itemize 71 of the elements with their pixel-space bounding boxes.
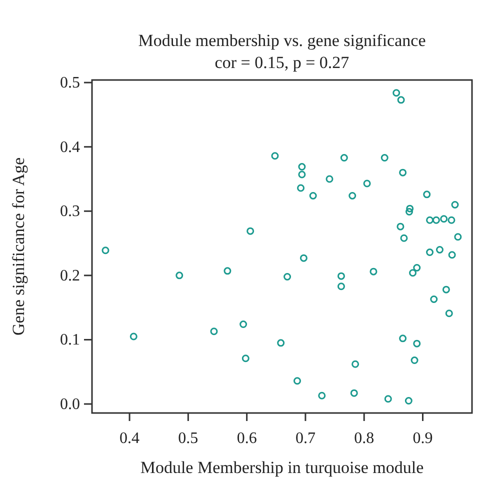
y-tick-label: 0.0	[60, 396, 80, 413]
point	[384, 395, 392, 403]
x-tick-label: 0.8	[354, 430, 374, 447]
y-tick-label: 0.4	[60, 138, 80, 156]
point	[224, 267, 232, 275]
x-tick-label: 0.6	[236, 430, 257, 447]
point	[399, 334, 407, 342]
point	[176, 272, 184, 280]
point	[399, 168, 407, 176]
x-axis-title: Module Membership in turquoise module	[140, 458, 424, 477]
point	[442, 286, 450, 294]
point	[413, 264, 421, 272]
point	[246, 227, 254, 235]
point	[271, 152, 279, 160]
chart-title: Module membership vs. gene significance	[138, 31, 426, 50]
point	[454, 233, 462, 241]
point	[352, 360, 360, 368]
point	[430, 295, 438, 303]
x-tick-label: 0.7	[295, 430, 316, 447]
point	[210, 328, 218, 336]
point	[392, 89, 400, 97]
point	[284, 272, 292, 280]
point	[406, 204, 414, 212]
point	[298, 163, 306, 171]
chart-subtitle: cor = 0.15, p = 0.27	[214, 53, 350, 72]
point	[293, 377, 301, 385]
y-tick-label: 0.2	[60, 267, 80, 284]
point	[102, 246, 110, 254]
point	[440, 215, 448, 223]
point	[400, 234, 408, 242]
point	[445, 310, 453, 318]
y-tick-label: 0.1	[60, 332, 80, 349]
point	[130, 332, 138, 340]
point	[423, 190, 431, 198]
point	[340, 154, 348, 162]
point	[426, 248, 434, 256]
point	[396, 222, 404, 230]
point	[426, 216, 434, 224]
point	[448, 251, 456, 259]
point	[436, 246, 444, 254]
point	[363, 180, 371, 188]
point	[297, 184, 305, 192]
y-tick-label: 0.5	[60, 74, 80, 92]
point	[409, 269, 417, 277]
point	[410, 356, 418, 364]
point	[242, 354, 250, 362]
x-tick-label: 0.9	[412, 430, 433, 447]
point	[318, 392, 326, 400]
point	[309, 192, 317, 200]
x-tick-label: 0.5	[178, 430, 198, 447]
point	[406, 208, 414, 216]
y-axis-title: Gene significance for Age	[9, 158, 28, 336]
x-tick-label: 0.4	[120, 430, 140, 447]
point	[413, 340, 421, 348]
point	[240, 320, 248, 328]
point	[277, 339, 285, 347]
point	[370, 268, 378, 276]
point	[404, 397, 412, 405]
point	[432, 216, 440, 224]
point	[397, 96, 405, 104]
point	[298, 170, 306, 178]
y-tick-label: 0.3	[60, 203, 80, 220]
point	[380, 154, 388, 162]
point	[350, 389, 358, 397]
point	[348, 192, 356, 200]
point	[337, 272, 345, 280]
point	[337, 282, 345, 290]
point	[448, 216, 456, 224]
point	[300, 254, 308, 262]
point	[326, 175, 334, 183]
point	[451, 200, 459, 208]
